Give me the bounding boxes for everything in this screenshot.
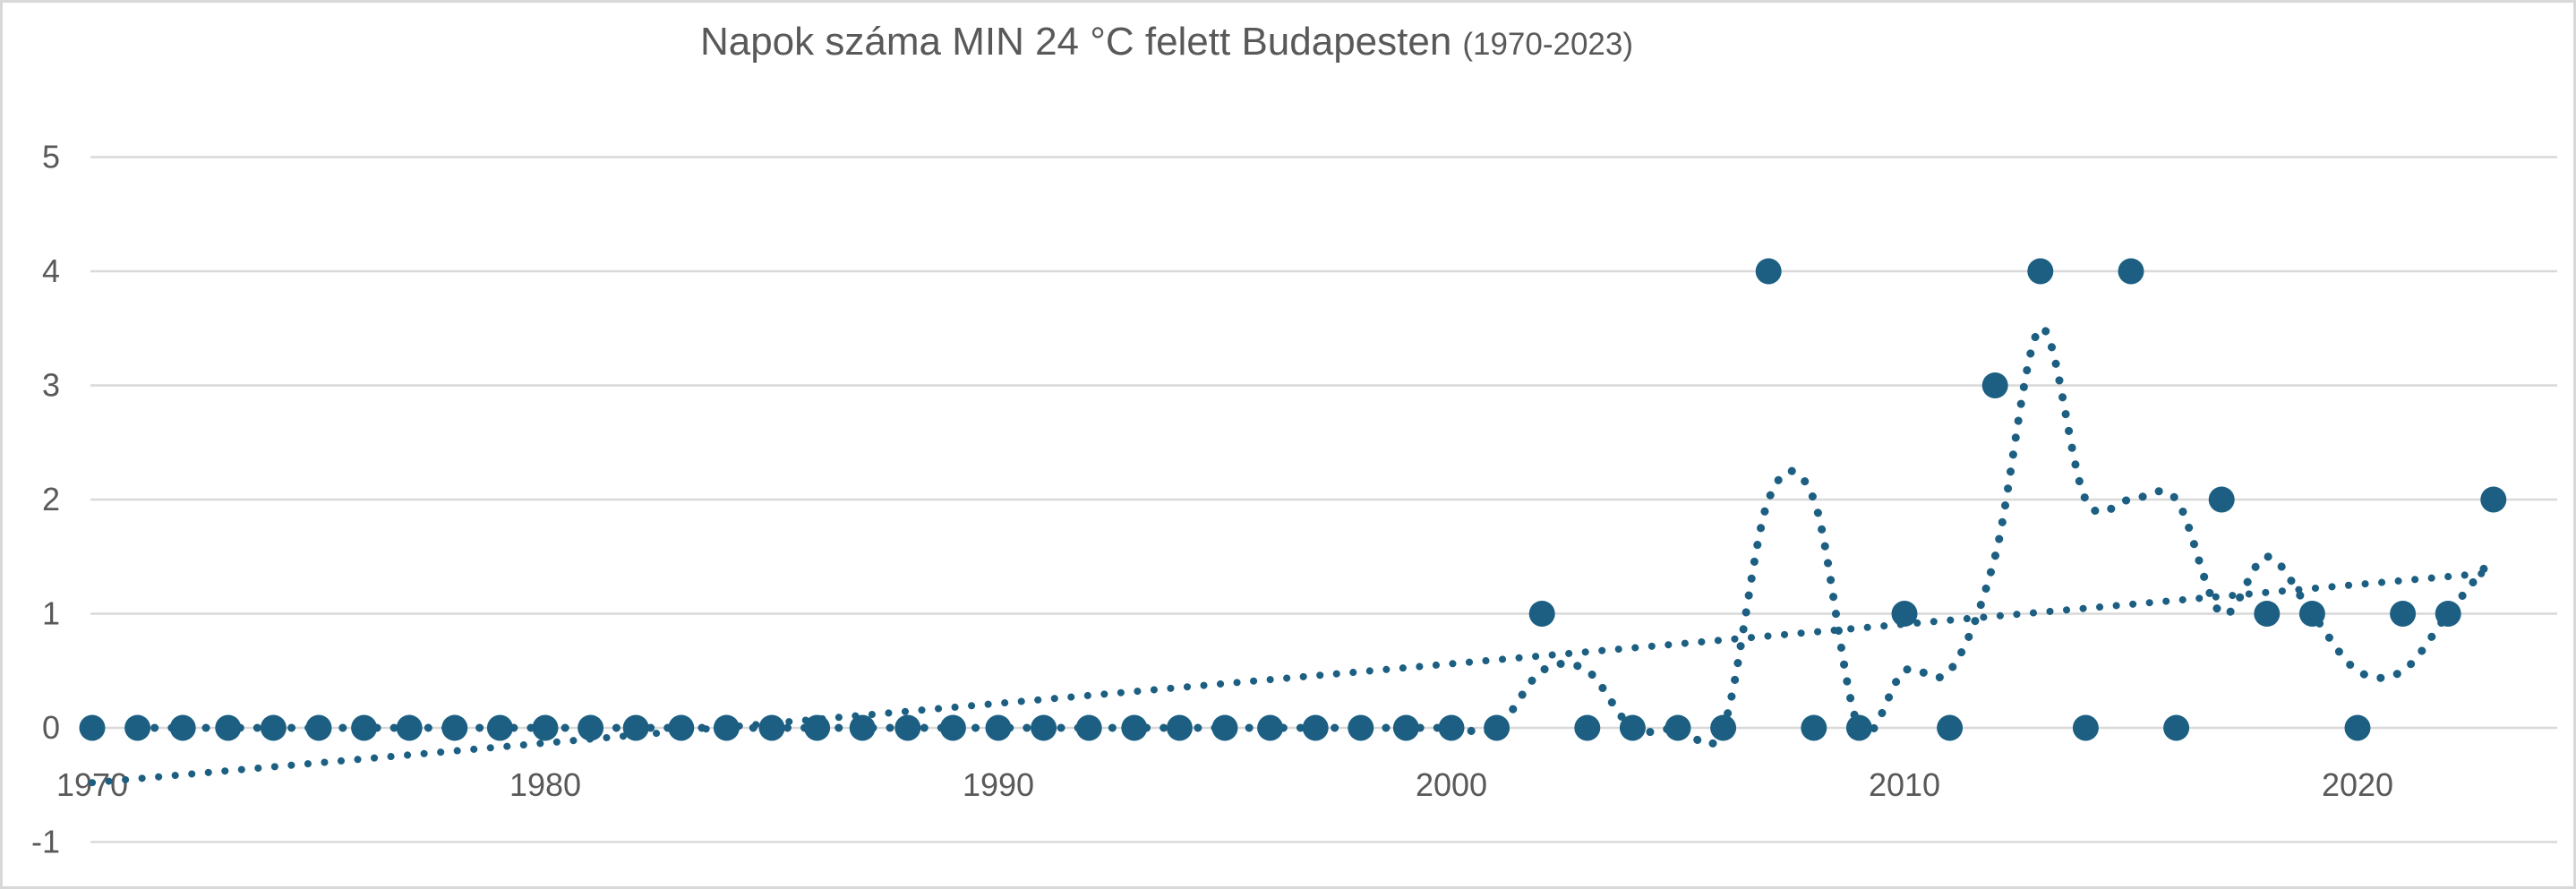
scatter-point bbox=[939, 714, 966, 741]
scatter-point bbox=[1166, 714, 1193, 741]
scatter-point bbox=[169, 714, 196, 741]
scatter-point bbox=[1211, 714, 1238, 741]
scatter-point bbox=[2298, 601, 2325, 627]
x-axis-tick-label: 2020 bbox=[2322, 766, 2393, 803]
scatter-point bbox=[894, 714, 921, 741]
scatter-point bbox=[1257, 714, 1284, 741]
moving-average-line bbox=[133, 324, 2498, 749]
y-axis-tick-label: 1 bbox=[42, 595, 60, 632]
scatter-point bbox=[1891, 601, 1918, 627]
scatter-point bbox=[668, 714, 695, 741]
scatter-point bbox=[1484, 714, 1511, 741]
scatter-point bbox=[2118, 258, 2144, 285]
x-axis-tick-label: 2000 bbox=[1416, 766, 1487, 803]
scatter-point bbox=[2072, 714, 2099, 741]
scatter-point bbox=[1710, 714, 1737, 741]
scatter-point bbox=[1031, 714, 1057, 741]
scatter-point bbox=[1075, 714, 1102, 741]
scatter-point bbox=[1801, 714, 1827, 741]
scatter-point bbox=[1348, 714, 1374, 741]
y-axis-tick-label: 3 bbox=[42, 367, 60, 404]
scatter-point bbox=[1574, 714, 1601, 741]
scatter-point bbox=[2163, 714, 2190, 741]
scatter-point bbox=[849, 714, 876, 741]
y-axis-tick-label: 2 bbox=[42, 481, 60, 517]
scatter-point bbox=[1302, 714, 1329, 741]
scatter-point bbox=[2254, 601, 2281, 627]
scatter-point bbox=[758, 714, 785, 741]
x-axis-tick-label: 1980 bbox=[509, 766, 581, 803]
scatter-point bbox=[578, 714, 604, 741]
scatter-point bbox=[2344, 714, 2371, 741]
scatter-point bbox=[124, 714, 151, 741]
x-axis-tick-label: 2010 bbox=[1869, 766, 1940, 803]
x-axis-tick-label: 1990 bbox=[963, 766, 1034, 803]
scatter-point bbox=[985, 714, 1012, 741]
scatter-point bbox=[1937, 714, 1964, 741]
scatter-point bbox=[2027, 258, 2054, 285]
scatter-point bbox=[351, 714, 378, 741]
scatter-point bbox=[2208, 486, 2235, 513]
scatter-point bbox=[486, 714, 513, 741]
scatter-point bbox=[1121, 714, 1148, 741]
scatter-point bbox=[804, 714, 831, 741]
scatter-point bbox=[1619, 714, 1646, 741]
scatter-point bbox=[1845, 714, 1872, 741]
scatter-point bbox=[532, 714, 559, 741]
scatter-point bbox=[1665, 714, 1691, 741]
y-axis-tick-label: 4 bbox=[42, 252, 60, 289]
y-axis: 5 4 3 2 1 0 -1 bbox=[31, 139, 60, 860]
scatter-point bbox=[260, 714, 287, 741]
scatter-point bbox=[1438, 714, 1465, 741]
y-axis-tick-label: 5 bbox=[42, 139, 60, 175]
scatter-point bbox=[305, 714, 332, 741]
scatter-point bbox=[622, 714, 649, 741]
scatter-point bbox=[2435, 601, 2461, 627]
scatter-point bbox=[396, 714, 423, 741]
scatter-series bbox=[79, 258, 2507, 741]
scatter-point bbox=[1392, 714, 1419, 741]
scatter-point bbox=[215, 714, 242, 741]
y-axis-tick-label: 0 bbox=[42, 709, 60, 746]
trend-line bbox=[89, 568, 2497, 787]
scatter-point bbox=[2480, 486, 2507, 513]
scatter-point bbox=[1755, 258, 1782, 285]
scatter-point bbox=[1981, 372, 2008, 398]
y-axis-tick-label: -1 bbox=[31, 824, 60, 860]
scatter-point bbox=[79, 714, 106, 741]
scatter-point bbox=[1528, 601, 1555, 627]
scatter-point bbox=[713, 714, 740, 741]
x-axis: 1970 1980 1990 2000 2010 2020 bbox=[56, 766, 2393, 803]
scatter-point bbox=[2390, 601, 2417, 627]
scatter-point bbox=[441, 714, 468, 741]
